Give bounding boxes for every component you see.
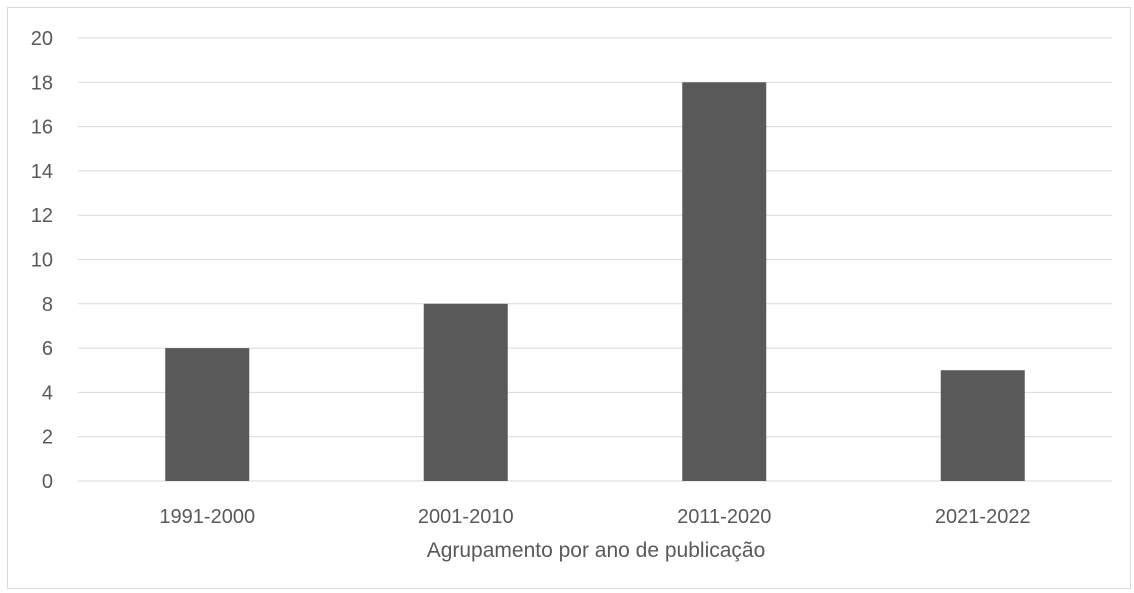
gridlines <box>78 37 1112 482</box>
y-tick-label: 14 <box>31 161 53 183</box>
x-axis-ticks: 1991-2000 2001-2010 2011-2020 2021-2022 <box>159 506 1030 528</box>
y-tick-label: 16 <box>31 117 53 139</box>
x-axis-title: Agrupamento por ano de publicação <box>427 539 766 562</box>
bars <box>165 82 1025 482</box>
y-axis-ticks: 0 2 4 6 8 10 12 14 16 18 20 <box>31 28 53 493</box>
y-tick-label: 4 <box>42 382 53 404</box>
y-tick-label: 12 <box>31 205 53 227</box>
bar-2001-2010 <box>423 303 508 481</box>
y-tick-label: 8 <box>42 294 53 316</box>
bar-1991-2000 <box>165 348 250 481</box>
chart-area <box>7 7 1131 589</box>
y-tick-label: 6 <box>42 338 53 360</box>
y-tick-label: 20 <box>31 28 53 50</box>
x-tick-label: 2021-2022 <box>935 506 1031 528</box>
bar-2011-2020 <box>682 82 767 482</box>
y-tick-label: 18 <box>31 72 53 94</box>
x-tick-label: 2011-2020 <box>677 506 771 528</box>
y-tick-label: 10 <box>31 250 53 272</box>
y-tick-label: 2 <box>42 427 53 449</box>
y-tick-label: 0 <box>42 471 53 493</box>
bar-2021-2022 <box>940 370 1025 481</box>
x-tick-label: 2001-2010 <box>418 506 514 528</box>
x-tick-label: 1991-2000 <box>159 506 255 528</box>
